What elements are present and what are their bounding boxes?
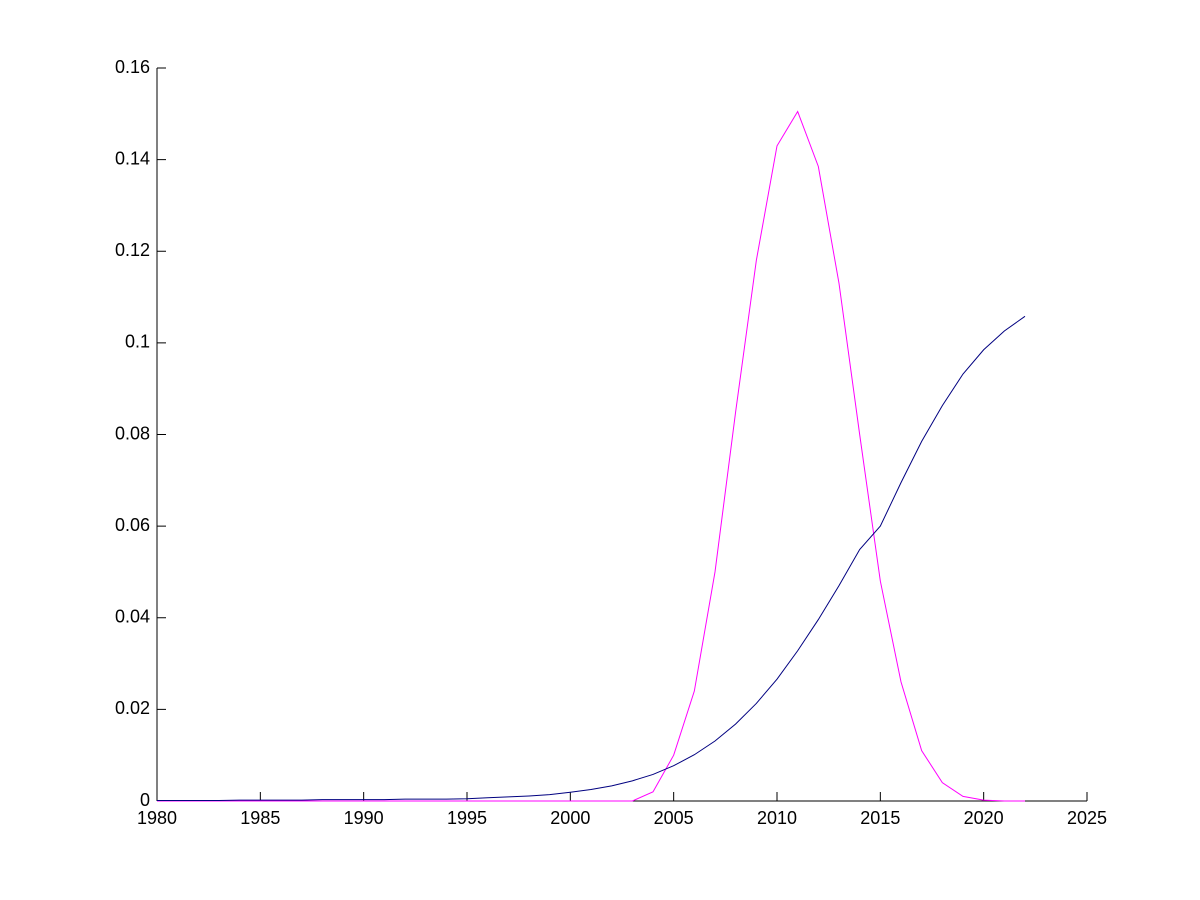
y-tick-label: 0.06 (115, 515, 150, 535)
y-tick-label: 0.12 (115, 240, 150, 260)
line-series (157, 315, 1026, 802)
x-tick-label: 2025 (1067, 808, 1107, 828)
y-tick-label: 0.04 (115, 607, 150, 627)
x-tick-label: 2005 (654, 808, 694, 828)
line-series (157, 110, 1025, 802)
y-tick-label: 0.08 (115, 423, 150, 443)
x-tick-label: 2015 (860, 808, 900, 828)
x-tick-label: 2020 (964, 808, 1004, 828)
y-tick-label: 0.02 (115, 698, 150, 718)
x-tick-label: 2000 (550, 808, 590, 828)
y-tick-label: 0.16 (115, 57, 150, 77)
x-tick-label: 1980 (137, 808, 177, 828)
x-tick-label: 1990 (344, 808, 384, 828)
y-tick-label: 0 (140, 790, 150, 810)
x-tick-label: 1985 (240, 808, 280, 828)
y-tick-label: 0.1 (125, 332, 150, 352)
x-tick-label: 1995 (447, 808, 487, 828)
y-tick-label: 0.14 (115, 148, 150, 168)
x-tick-label: 2010 (757, 808, 797, 828)
